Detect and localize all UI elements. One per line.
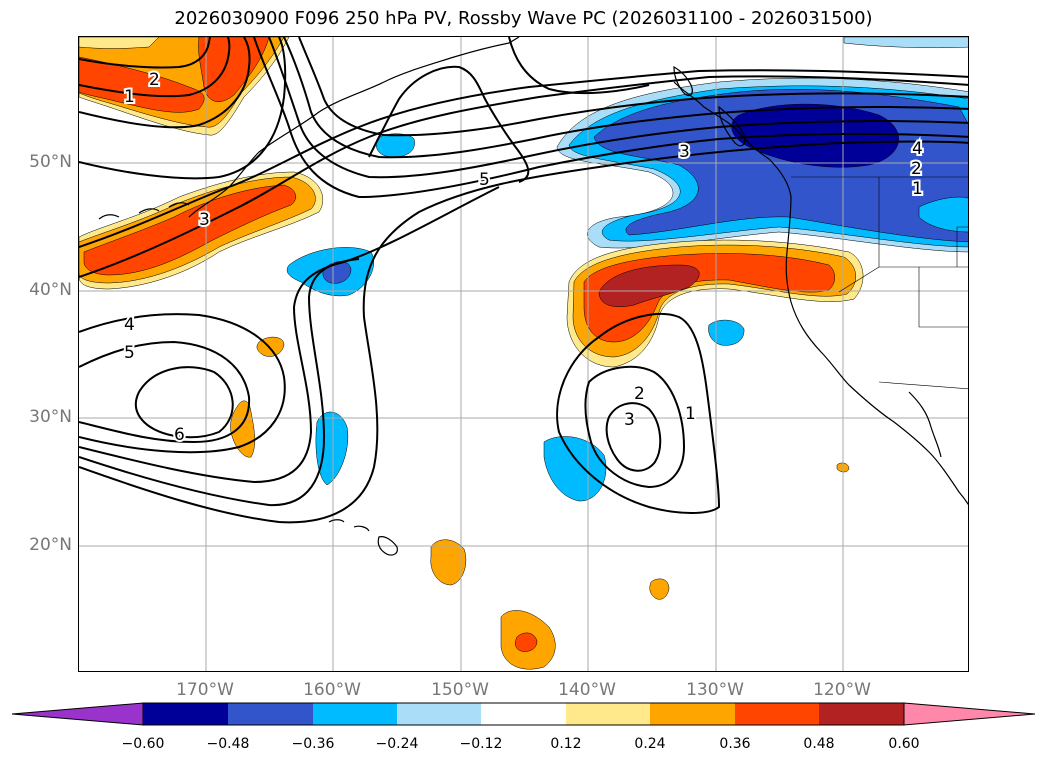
contour-north-arc-2 bbox=[508, 37, 650, 95]
negative-anomaly-max-core bbox=[731, 103, 899, 168]
contour-ridge-3 bbox=[253, 37, 968, 199]
contour-label: 2 bbox=[634, 384, 645, 404]
contour-label: 4 bbox=[124, 315, 135, 335]
colorbar-tick: −0.24 bbox=[375, 736, 419, 752]
border-state-3 bbox=[838, 266, 880, 293]
colorbar-segment bbox=[735, 703, 819, 725]
lon-label-170w: 170°W bbox=[176, 680, 234, 700]
colorbar-tick: 0.36 bbox=[719, 736, 751, 752]
rossby-wave-contours bbox=[79, 37, 968, 524]
contour-ridge-4 bbox=[268, 37, 968, 179]
contour-label: 1 bbox=[685, 404, 696, 424]
colorbar-segment bbox=[819, 703, 904, 725]
positive-anomaly-blob-4-core bbox=[515, 632, 538, 652]
contour-label: 3 bbox=[624, 410, 635, 430]
colorbar-tick: −0.12 bbox=[459, 736, 503, 752]
contour-labels: 2 1 3 5 4 5 6 3 4 2 1 2 3 1 bbox=[122, 68, 925, 447]
contour-label: 1 bbox=[912, 179, 923, 199]
negative-anomaly-small-east-blob bbox=[708, 319, 745, 346]
coastline-baja bbox=[908, 391, 942, 458]
contour-label: 5 bbox=[479, 170, 490, 190]
contour-label: 5 bbox=[124, 343, 135, 363]
coastline-hawaii bbox=[328, 519, 398, 556]
contour-east-trough-3 bbox=[605, 402, 662, 472]
positive-anomaly-northwest-upper-strong bbox=[198, 37, 270, 102]
lat-label-40n: 40°N bbox=[29, 280, 72, 300]
coastline-north-america-west bbox=[673, 81, 968, 506]
pv-anomaly-shading bbox=[79, 37, 968, 670]
contour-trough-3-closed bbox=[134, 366, 234, 439]
border-state-4 bbox=[956, 226, 968, 267]
map-title: 2026030900 F096 250 hPa PV, Rossby Wave … bbox=[174, 8, 873, 29]
contour-east-trough-1 bbox=[556, 313, 721, 514]
contour-nw-4 bbox=[79, 37, 287, 180]
contour-ridge-6 bbox=[298, 37, 968, 137]
positive-anomaly-eastern-ridge-max bbox=[598, 264, 700, 308]
colorbar-outline bbox=[142, 702, 905, 726]
colorbar-tick: −0.48 bbox=[206, 736, 250, 752]
colorbar-tick: 0.12 bbox=[550, 736, 582, 752]
colorbar-tick: −0.36 bbox=[291, 736, 335, 752]
lat-label-20n: 20°N bbox=[29, 535, 72, 555]
colorbar-segment bbox=[313, 703, 397, 725]
negative-anomaly-east-lobe bbox=[918, 196, 968, 233]
colorbar-tick: 0.24 bbox=[634, 736, 666, 752]
contour-nw-1 bbox=[79, 37, 251, 129]
colorbar-extend-low bbox=[11, 702, 144, 726]
contour-ridge-5 bbox=[283, 37, 968, 159]
positive-anomaly-northwest-corner-strong bbox=[79, 56, 205, 113]
border-state-2 bbox=[918, 267, 968, 328]
contour-north-arc bbox=[368, 65, 530, 183]
contour-trough-2 bbox=[79, 340, 251, 444]
contour-label: 1 bbox=[124, 87, 135, 107]
lon-label-160w: 160°W bbox=[303, 680, 361, 700]
contour-label: 3 bbox=[679, 142, 690, 162]
colorbar-segment bbox=[566, 703, 650, 725]
map-panel: 2 1 3 5 4 5 6 3 4 2 1 2 3 1 bbox=[78, 36, 969, 672]
contour-ridge-2 bbox=[79, 69, 968, 248]
positive-anomaly-blob-5 bbox=[649, 578, 670, 600]
positive-anomaly-north-upper-light bbox=[79, 37, 160, 49]
negative-anomaly-northern-strip bbox=[843, 37, 968, 49]
negative-anomaly-south-central-blob bbox=[315, 411, 349, 486]
lat-label-30n: 30°N bbox=[29, 407, 72, 427]
contour-label: 3 bbox=[199, 210, 210, 230]
contour-nw-3 bbox=[79, 37, 211, 69]
contour-wave-2 bbox=[79, 186, 500, 484]
contour-trough-1 bbox=[79, 313, 286, 454]
lon-label-130w: 130°W bbox=[686, 680, 744, 700]
negative-anomaly-subtropical-blob bbox=[543, 436, 607, 502]
contour-label: 4 bbox=[912, 139, 923, 159]
colorbar-extend-high bbox=[903, 702, 1036, 726]
lon-label-140w: 140°W bbox=[558, 680, 616, 700]
colorbar-tick: 0.60 bbox=[888, 736, 920, 752]
contour-label: 2 bbox=[911, 159, 922, 179]
lon-label-150w: 150°W bbox=[431, 680, 489, 700]
colorbar-tick: 0.48 bbox=[803, 736, 835, 752]
contour-trough-outer bbox=[79, 258, 360, 507]
contour-label: 6 bbox=[174, 425, 185, 445]
lat-label-50n: 50°N bbox=[29, 152, 72, 172]
border-us-mexico bbox=[878, 381, 968, 390]
contour-label: 2 bbox=[149, 70, 160, 90]
colorbar-segment bbox=[143, 703, 228, 725]
political-borders bbox=[791, 176, 968, 390]
contour-nw-2 bbox=[79, 37, 231, 98]
colorbar-segment bbox=[650, 703, 735, 725]
colorbar-tick: −0.60 bbox=[121, 736, 165, 752]
negative-anomaly-aleutian-blob bbox=[376, 133, 415, 158]
positive-anomaly-blob-3 bbox=[430, 539, 467, 586]
contour-ridge-1 bbox=[79, 75, 968, 278]
map-canvas: 2 1 3 5 4 5 6 3 4 2 1 2 3 1 bbox=[79, 37, 968, 671]
graticule bbox=[79, 37, 968, 671]
colorbar bbox=[11, 702, 1036, 726]
lon-label-120w: 120°W bbox=[813, 680, 871, 700]
colorbar-segment bbox=[481, 703, 566, 725]
contour-east-trough-2 bbox=[584, 365, 686, 489]
colorbar-segment bbox=[228, 703, 313, 725]
colorbar-segment bbox=[397, 703, 481, 725]
